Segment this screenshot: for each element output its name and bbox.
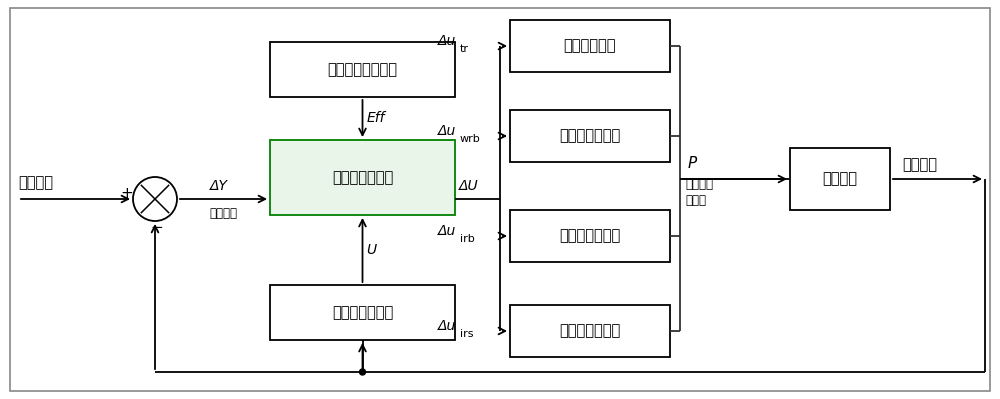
Text: P: P xyxy=(688,156,697,170)
Text: irs: irs xyxy=(460,329,474,339)
Bar xyxy=(270,285,455,340)
Text: 工作辊弯辊控制: 工作辊弯辊控制 xyxy=(559,128,621,144)
Text: Eff: Eff xyxy=(366,111,385,126)
Text: 板形偏差: 板形偏差 xyxy=(210,207,238,220)
Text: Δu: Δu xyxy=(438,319,456,333)
Text: 多变量优化模型: 多变量优化模型 xyxy=(332,170,393,185)
Text: 调节机构: 调节机构 xyxy=(685,178,713,192)
Circle shape xyxy=(360,369,366,375)
Text: Δu: Δu xyxy=(438,34,456,48)
Bar xyxy=(510,20,670,72)
Text: 轧辊倾斜控制: 轧辊倾斜控制 xyxy=(564,38,616,53)
Text: −: − xyxy=(151,219,163,235)
Bar xyxy=(510,110,670,162)
Text: +: + xyxy=(121,186,133,201)
Text: 辊缝形貌: 辊缝形貌 xyxy=(822,172,858,186)
Bar xyxy=(270,140,455,215)
Text: 调节机构实际值: 调节机构实际值 xyxy=(332,305,393,320)
Bar xyxy=(510,210,670,262)
Text: irb: irb xyxy=(460,234,475,244)
Text: ΔU: ΔU xyxy=(459,179,479,193)
Bar xyxy=(270,42,455,97)
Text: wrb: wrb xyxy=(460,134,481,144)
Text: 目标板形: 目标板形 xyxy=(18,176,53,190)
Text: 设定值: 设定值 xyxy=(685,194,706,207)
Text: 板形调控功效系数: 板形调控功效系数 xyxy=(328,62,398,77)
Text: ΔY: ΔY xyxy=(210,179,228,193)
Text: 测量板形: 测量板形 xyxy=(902,158,937,172)
Bar xyxy=(510,305,670,357)
Text: 中间辊横移控制: 中间辊横移控制 xyxy=(559,324,621,338)
Bar xyxy=(790,148,890,210)
Text: Δu: Δu xyxy=(438,224,456,238)
Text: Δu: Δu xyxy=(438,124,456,138)
Text: U: U xyxy=(366,243,377,257)
Text: 中间辊弯辊控制: 中间辊弯辊控制 xyxy=(559,229,621,243)
Text: tr: tr xyxy=(460,44,469,54)
